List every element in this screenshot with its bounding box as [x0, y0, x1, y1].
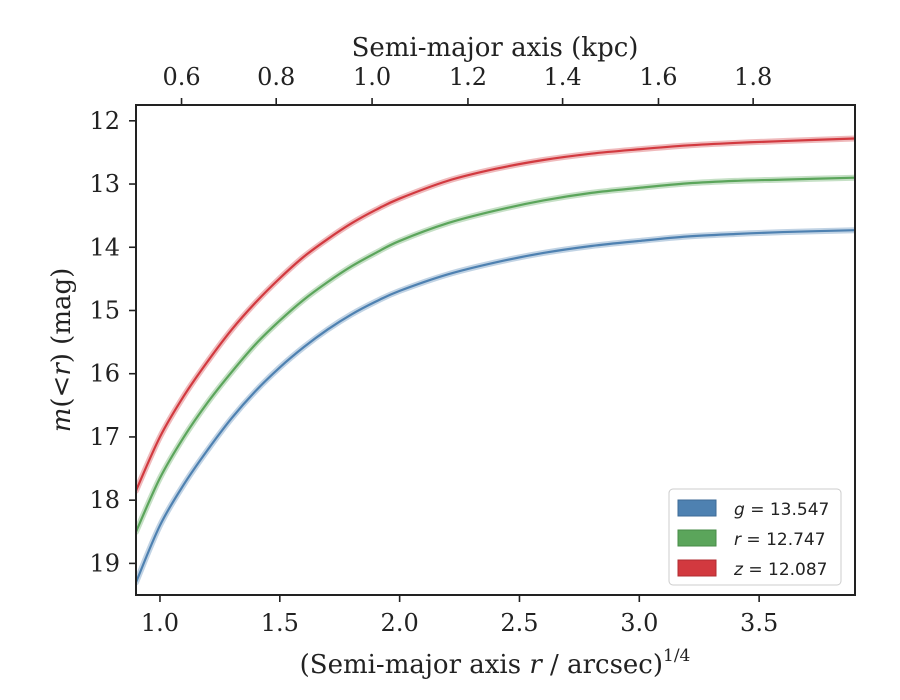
- top-x-tick-label: 1.6: [639, 63, 677, 91]
- x-axis-title-var: r: [529, 650, 543, 680]
- y-tick-label: 16: [89, 360, 120, 388]
- x-tick-label: 2.0: [381, 609, 419, 637]
- y-axis-title-var: r: [47, 362, 77, 376]
- legend-label-r: r = 12.747: [734, 530, 826, 550]
- x-axis-title: (Semi-major axis r / arcsec)1/4: [300, 646, 691, 680]
- top-x-tick-label: 0.8: [257, 63, 295, 91]
- top-x-axis-ticks: 0.6 0.8 1.0 1.2 1.4 1.6 1.8: [162, 63, 772, 105]
- series-line-g: [136, 229, 855, 583]
- bottom-x-axis-ticks: 1.0 1.5 2.0 2.5 3.0 3.5: [141, 595, 778, 637]
- y-tick-label: 12: [89, 107, 120, 135]
- curves-layer: [136, 135, 855, 586]
- top-x-axis-title: Semi-major axis (kpc): [352, 33, 639, 63]
- legend: g = 13.547 r = 12.747 z = 12.087: [668, 488, 842, 586]
- y-tick-label: 15: [89, 296, 120, 324]
- y-tick-label: 14: [89, 233, 120, 261]
- top-x-tick-label: 1.4: [544, 63, 582, 91]
- y-axis-title: m(<r) (mag): [47, 268, 77, 433]
- x-tick-label: 3.0: [620, 609, 658, 637]
- x-axis-title-main: (Semi-major axis: [300, 650, 530, 680]
- y-tick-label: 17: [89, 423, 120, 451]
- legend-label-g: g = 13.547: [734, 500, 829, 520]
- x-tick-label: 1.0: [141, 609, 179, 637]
- y-tick-label: 18: [89, 486, 120, 514]
- top-x-tick-label: 1.8: [734, 63, 772, 91]
- legend-swatch-g: [677, 499, 717, 517]
- legend-value-g: 13.547: [770, 500, 829, 520]
- series-line-z: [136, 137, 855, 492]
- y-axis-title-open: (<: [47, 376, 77, 408]
- legend-value-z: 12.087: [768, 560, 827, 580]
- x-tick-label: 3.5: [740, 609, 778, 637]
- x-tick-label: 2.5: [500, 609, 538, 637]
- y-axis-title-m: m: [47, 408, 77, 433]
- legend-var-g: g: [734, 500, 745, 520]
- legend-var-z: z: [733, 560, 744, 580]
- x-axis-title-tail: / arcsec): [542, 650, 663, 680]
- legend-var-r: r: [734, 530, 742, 550]
- x-axis-title-exponent: 1/4: [663, 646, 690, 666]
- y-tick-label: 13: [89, 170, 120, 198]
- legend-label-z: z = 12.087: [733, 560, 827, 580]
- legend-swatch-z: [677, 559, 717, 577]
- y-axis-title-close: ) (mag): [47, 268, 77, 364]
- top-x-tick-label: 1.0: [353, 63, 391, 91]
- top-x-tick-label: 1.2: [449, 63, 487, 91]
- series-line-r: [136, 176, 855, 533]
- left-y-axis-ticks: 12 13 14 15 16 17 18 19: [89, 107, 136, 577]
- legend-swatch-r: [677, 529, 717, 547]
- top-x-tick-label: 0.6: [162, 63, 200, 91]
- y-tick-label: 19: [89, 549, 120, 577]
- legend-value-r: 12.747: [766, 530, 825, 550]
- x-tick-label: 1.5: [261, 609, 299, 637]
- curves-clip-group: [136, 135, 855, 586]
- plot-frame: [135, 104, 856, 596]
